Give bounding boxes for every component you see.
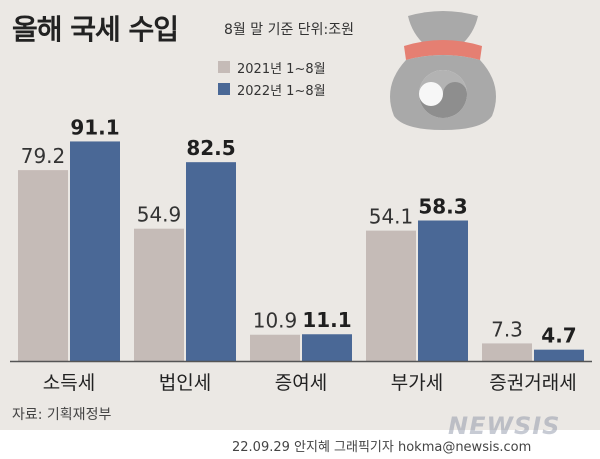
chart-title: 올해 국세 수입 (12, 13, 179, 46)
bar-소득세-2022 (70, 141, 120, 361)
category-label-법인세: 법인세 (159, 372, 211, 394)
data-label-증여세-2021: 10.9 (253, 309, 298, 333)
bar-법인세-2021 (134, 228, 184, 361)
chart-subtitle: 8월 말 기준 단위:조원 (224, 22, 355, 38)
bar-chart: 79.291.1 소득세 54.9 82.5 법인세 10.9 11.1 증여세 54.1 58.… (10, 115, 592, 394)
legend-item-2022: 2022년 1~8월 (218, 78, 326, 100)
newsis-watermark: NEWSIS (448, 412, 561, 440)
category-label-부가세: 부가세 (391, 372, 443, 394)
credit-line: 22.09.29 안지혜 그래픽기자 hokma@newsis.com (232, 440, 532, 455)
category-label-증권거래세: 증권거래세 (489, 372, 576, 394)
tax-money-bag-icon (390, 11, 496, 130)
legend-swatch-2022 (218, 83, 230, 95)
category-label-소득세: 소득세 (43, 372, 95, 394)
data-label-증여세-2022: 11.1 (302, 308, 351, 332)
bar-부가세-2022 (418, 220, 468, 361)
data-label-법인세-2021: 54.9 (137, 203, 182, 227)
bar-부가세-2021 (366, 230, 416, 361)
data-label-소득세-2021: 79.2 (21, 144, 66, 168)
data-label-증권거래세-2021: 7.3 (491, 317, 523, 341)
bar-증권거래세-2022 (534, 349, 584, 361)
data-label-법인세-2022: 82.5 (186, 136, 235, 160)
legend-label-2021: 2021년 1~8월 (237, 61, 326, 77)
legend-swatch-2021 (218, 61, 230, 73)
category-label-증여세: 증여세 (275, 372, 327, 394)
legend-label-2022: 2022년 1~8월 (237, 83, 326, 99)
data-label-부가세-2022: 58.3 (418, 194, 467, 218)
source-note: 자료: 기획재정부 (12, 407, 112, 423)
bar-증여세-2022 (302, 334, 352, 361)
data-label-부가세-2021: 54.1 (369, 205, 414, 229)
data-label-소득세-2022: 91.1 (70, 115, 119, 139)
bar-법인세-2022 (186, 162, 236, 361)
bar-소득세-2021 (18, 170, 68, 361)
data-label-증권거래세-2022: 4.7 (541, 324, 576, 348)
bar-증여세-2021 (250, 334, 300, 361)
legend-item-2021: 2021년 1~8월 (218, 56, 326, 78)
bar-증권거래세-2021 (482, 343, 532, 361)
legend: 2021년 1~8월 2022년 1~8월 (218, 56, 326, 100)
